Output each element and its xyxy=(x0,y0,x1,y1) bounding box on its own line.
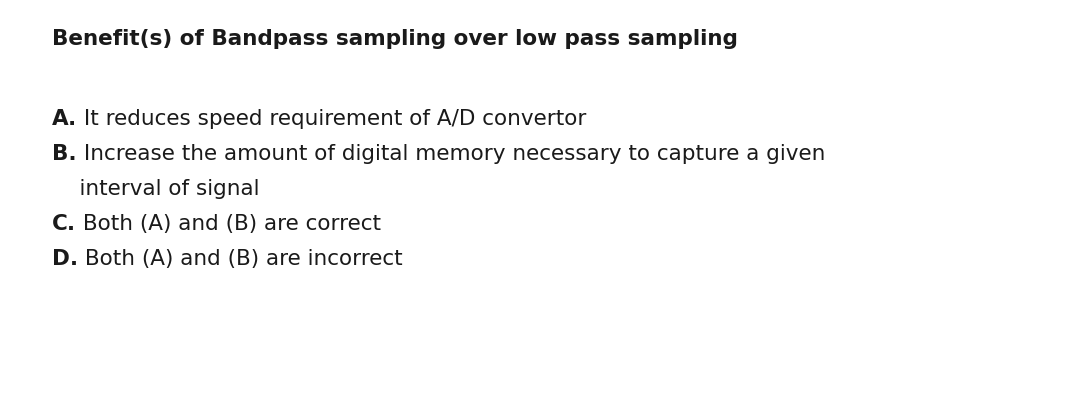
Text: B.: B. xyxy=(52,144,77,164)
Text: A.: A. xyxy=(52,109,78,129)
Text: Both (A) and (B) are incorrect: Both (A) and (B) are incorrect xyxy=(78,249,403,269)
Text: C.: C. xyxy=(52,214,76,234)
Text: It reduces speed requirement of A/D convertor: It reduces speed requirement of A/D conv… xyxy=(78,109,586,129)
Text: D.: D. xyxy=(52,249,78,269)
Text: Benefit(s) of Bandpass sampling over low pass sampling: Benefit(s) of Bandpass sampling over low… xyxy=(52,29,738,49)
Text: interval of signal: interval of signal xyxy=(52,179,259,199)
Text: Both (A) and (B) are correct: Both (A) and (B) are correct xyxy=(76,214,381,234)
Text: Increase the amount of digital memory necessary to capture a given: Increase the amount of digital memory ne… xyxy=(77,144,825,164)
